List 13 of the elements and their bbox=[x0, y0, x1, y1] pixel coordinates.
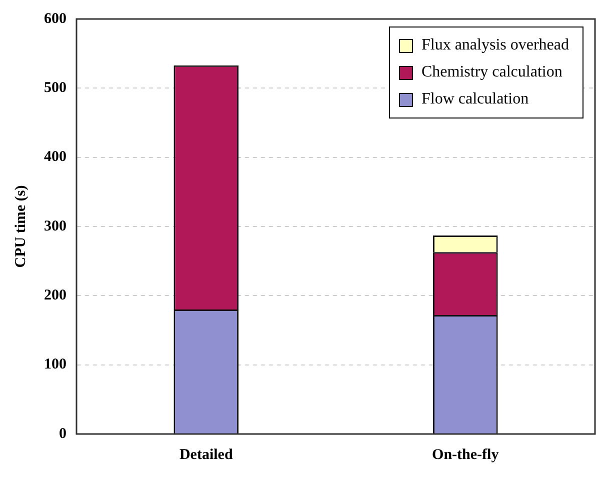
x-tick-label: On-the-fly bbox=[432, 446, 500, 463]
y-tick-label: 0 bbox=[59, 426, 66, 442]
legend-label: Flow calculation bbox=[421, 90, 529, 108]
legend-label: Flux analysis overhead bbox=[421, 36, 570, 54]
y-tick-label: 600 bbox=[44, 10, 66, 27]
x-tick-label: Detailed bbox=[179, 446, 234, 463]
y-tick-label: 500 bbox=[44, 80, 66, 96]
y-tick-label: 400 bbox=[44, 149, 66, 166]
y-axis-title: CPU time (s) bbox=[12, 185, 29, 268]
y-tick-label: 200 bbox=[44, 288, 66, 304]
y-tick-label: 100 bbox=[44, 356, 66, 373]
legend-label: Chemistry calculation bbox=[421, 64, 562, 81]
y-tick-label: 300 bbox=[44, 218, 66, 234]
